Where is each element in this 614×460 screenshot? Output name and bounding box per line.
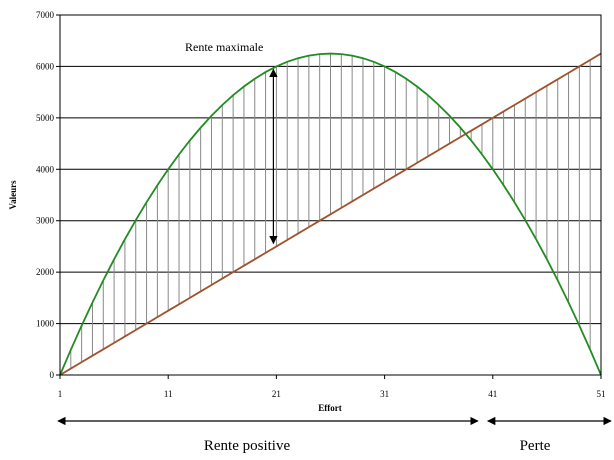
y-tick-label: 1000 [36, 319, 55, 329]
loss-label: Perte [520, 438, 551, 454]
y-tick-label: 6000 [36, 61, 55, 71]
revenue-line [59, 52, 602, 376]
hatch-lines [70, 53, 602, 375]
x-tick-label: 21 [272, 389, 281, 399]
x-tick-label: 41 [488, 389, 497, 399]
y-tick-label: 0 [50, 370, 55, 380]
y-tick-label: 5000 [36, 113, 55, 123]
positive-rent-label: Rente positive [204, 438, 291, 454]
y-axis-title: Valeurs [8, 180, 18, 210]
y-tick-label: 4000 [36, 164, 55, 174]
cost-line [59, 52, 602, 376]
y-tick-label: 7000 [36, 10, 55, 20]
x-tick-label: 51 [597, 389, 606, 399]
x-tick-label: 31 [380, 389, 389, 399]
y-tick-label: 2000 [36, 267, 55, 277]
x-tick-label: 1 [58, 389, 63, 399]
y-tick-label: 3000 [36, 216, 55, 226]
plot-frame [59, 14, 602, 376]
x-tick-label: 11 [164, 389, 173, 399]
x-axis-title: Effort [318, 403, 342, 413]
series-lines [59, 52, 602, 376]
max-rent-label: Rente maximale [185, 40, 263, 54]
